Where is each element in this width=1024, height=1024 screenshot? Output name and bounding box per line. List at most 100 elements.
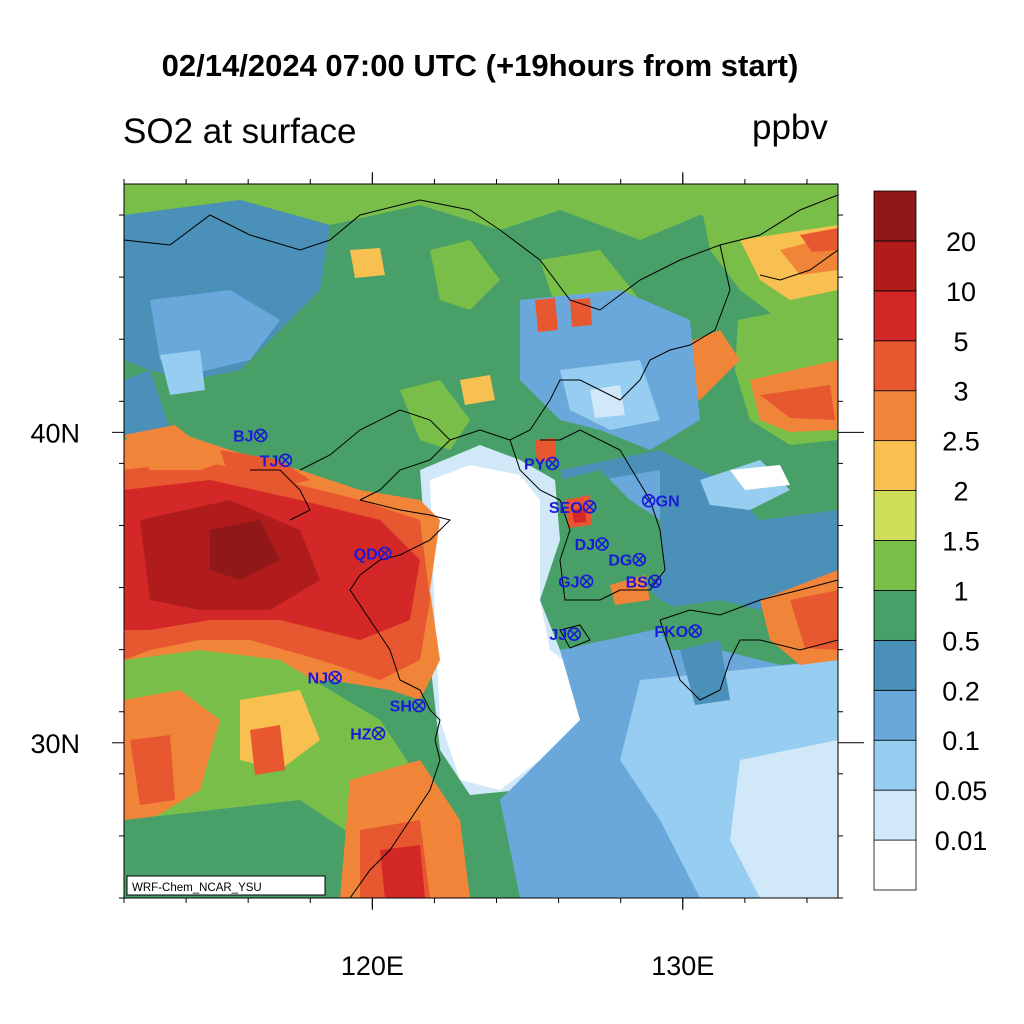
lon-tick-label: 120E	[341, 951, 404, 981]
station-marker-icon	[253, 428, 268, 443]
colorbar-swatch	[873, 839, 917, 891]
station-dj: DJ	[575, 537, 609, 554]
station-marker-icon	[632, 552, 647, 567]
station-marker-icon	[371, 726, 386, 741]
station-marker-cross	[690, 626, 700, 636]
variable-subtitle: SO2 at surface	[123, 112, 357, 151]
station-marker-cross	[379, 548, 390, 559]
station-label: QD	[354, 546, 378, 563]
station-marker-icon	[328, 670, 342, 685]
station-marker-icon	[688, 624, 703, 638]
station-label: HZ	[350, 726, 372, 743]
colorbar-label: 1	[953, 576, 968, 606]
lon-tick-label: 130E	[651, 951, 714, 981]
station-marker-icon	[278, 453, 293, 468]
station-marker-cross	[634, 554, 645, 565]
station-py: PY	[524, 456, 560, 473]
colorbar-swatch	[873, 390, 917, 442]
station-marker-cross	[330, 672, 340, 683]
colorbar-swatch	[873, 739, 917, 791]
station-marker-cross	[547, 458, 558, 469]
station-label: TJ	[260, 453, 279, 470]
station-sh: SH	[390, 698, 426, 716]
station-label: SH	[390, 699, 412, 716]
station-jj: JJ	[549, 627, 581, 644]
colorbar-label: 0.05	[935, 776, 988, 806]
colorbar-swatch	[873, 590, 917, 641]
colorbar-swatch	[873, 540, 917, 591]
station-label: FKO	[654, 624, 688, 641]
lat-tick-label: 30N	[30, 729, 80, 759]
station-label: JJ	[549, 627, 567, 644]
station-markers: BJ TJ PY SEO GN QD DJ DG GJ BS JJ FKO NJ SH HZ	[233, 428, 703, 743]
units-label: ppbv	[752, 108, 828, 147]
station-fko: FKO	[654, 624, 703, 641]
station-dg: DG	[608, 552, 647, 570]
station-label: BS	[626, 574, 649, 591]
station-marker-cross	[581, 576, 592, 587]
colorbar-label: 2	[953, 477, 968, 507]
station-marker-cross	[584, 502, 595, 512]
station-marker-icon	[579, 574, 594, 589]
axis-ticks: 120E 130E 40N 30N	[30, 172, 864, 981]
colorbar-label: 0.1	[942, 726, 980, 756]
station-marker-cross	[373, 728, 384, 739]
station-seo: SEO	[549, 500, 597, 517]
station-label: GJ	[558, 574, 579, 591]
colorbar-label: 1.5	[942, 527, 980, 557]
station-label: BJ	[233, 428, 253, 445]
station-gn: GN	[641, 493, 680, 511]
colorbar-label: 2.5	[942, 427, 980, 457]
map-title: 02/14/2024 07:00 UTC (+19hours from star…	[161, 48, 799, 83]
colorbar-swatch	[873, 290, 917, 342]
station-marker-cross	[414, 700, 424, 711]
station-marker-cross	[255, 430, 266, 441]
colorbar-swatch	[873, 689, 917, 741]
station-label: GN	[656, 494, 680, 511]
station-nj: NJ	[308, 670, 342, 688]
station-marker-icon	[641, 493, 656, 508]
station-label: DG	[608, 553, 632, 570]
station-tj: TJ	[260, 453, 293, 470]
station-label: DJ	[575, 537, 595, 554]
station-marker-icon	[567, 627, 581, 641]
colorbar-label: 0.01	[935, 826, 988, 856]
colorbar-swatch	[873, 490, 917, 541]
station-marker-icon	[377, 546, 392, 561]
station-bj: BJ	[233, 428, 268, 445]
station-marker-icon	[595, 537, 609, 551]
colorbar-label: 3	[953, 377, 968, 407]
station-hz: HZ	[350, 726, 386, 743]
so2-concentration-field	[124, 184, 838, 898]
station-bs: BS	[626, 574, 662, 591]
station-gj: GJ	[558, 574, 594, 591]
station-marker-cross	[280, 455, 291, 466]
station-marker-cross	[597, 539, 607, 549]
station-label: SEO	[549, 500, 583, 517]
station-marker-icon	[412, 698, 426, 713]
station-marker-cross	[643, 495, 654, 506]
map-frame	[123, 183, 839, 899]
station-marker-cross	[650, 576, 660, 587]
colorbar-swatch	[873, 240, 917, 292]
colorbar-swatch	[873, 440, 917, 491]
station-qd: QD	[354, 546, 392, 563]
colorbar-label: 5	[953, 327, 968, 357]
coastline-boundaries	[124, 194, 838, 898]
station-label: NJ	[308, 671, 328, 688]
station-marker-icon	[582, 500, 597, 514]
station-marker-icon	[545, 456, 560, 471]
colorbar-label: 10	[946, 277, 976, 307]
colorbar-label: 20	[946, 227, 976, 257]
credit-box	[126, 875, 326, 896]
lat-tick-label: 40N	[30, 418, 80, 448]
colorbar-swatch	[873, 340, 917, 392]
colorbar-label: 0.2	[942, 676, 980, 706]
colorbar-swatch	[873, 190, 917, 242]
colorbar-swatch	[873, 789, 917, 841]
colorbar-swatch	[873, 639, 917, 691]
colorbar-label: 0.5	[942, 626, 980, 656]
station-marker-icon	[648, 574, 662, 589]
model-credit: WRF-Chem_NCAR_YSU	[132, 882, 262, 894]
